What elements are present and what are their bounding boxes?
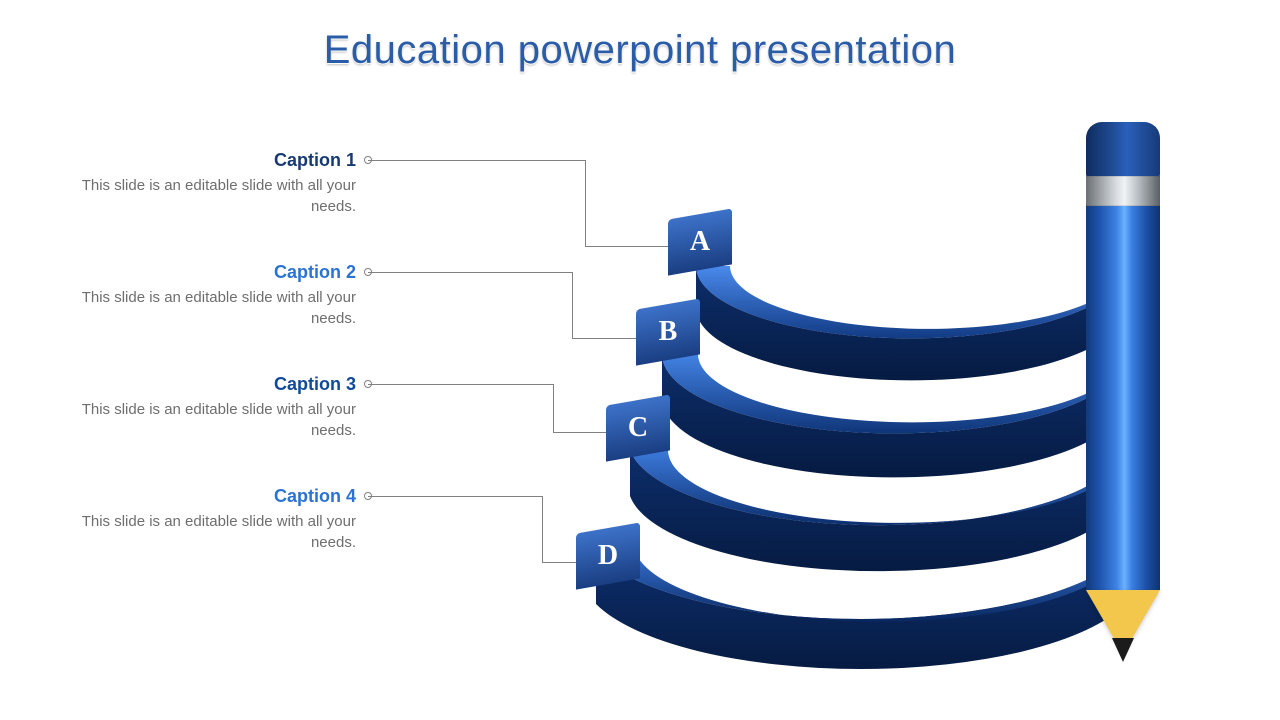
caption-1-desc: This slide is an editable slide with all… <box>36 175 356 217</box>
caption-4-title: Caption 4 <box>36 486 356 507</box>
pencil-icon <box>1086 122 1160 682</box>
pencil-arc-infographic: A B C D <box>530 150 1170 680</box>
caption-2: Caption 2 This slide is an editable slid… <box>36 262 356 329</box>
step-block-b: B <box>636 304 700 360</box>
caption-4-desc: This slide is an editable slide with all… <box>36 511 356 553</box>
caption-1: Caption 1 This slide is an editable slid… <box>36 150 356 217</box>
pencil-body <box>1086 206 1160 590</box>
caption-2-desc: This slide is an editable slide with all… <box>36 287 356 329</box>
step-block-d: D <box>576 528 640 584</box>
caption-1-title: Caption 1 <box>36 150 356 171</box>
step-block-c: C <box>606 400 670 456</box>
page-title: Education powerpoint presentation <box>0 28 1280 73</box>
step-block-a: A <box>668 214 732 270</box>
caption-4: Caption 4 This slide is an editable slid… <box>36 486 356 553</box>
pencil-lead <box>1112 638 1134 662</box>
caption-3-desc: This slide is an editable slide with all… <box>36 399 356 441</box>
pencil-eraser <box>1086 122 1160 180</box>
caption-3-title: Caption 3 <box>36 374 356 395</box>
caption-3: Caption 3 This slide is an editable slid… <box>36 374 356 441</box>
caption-2-title: Caption 2 <box>36 262 356 283</box>
pencil-ferrule <box>1086 176 1160 206</box>
